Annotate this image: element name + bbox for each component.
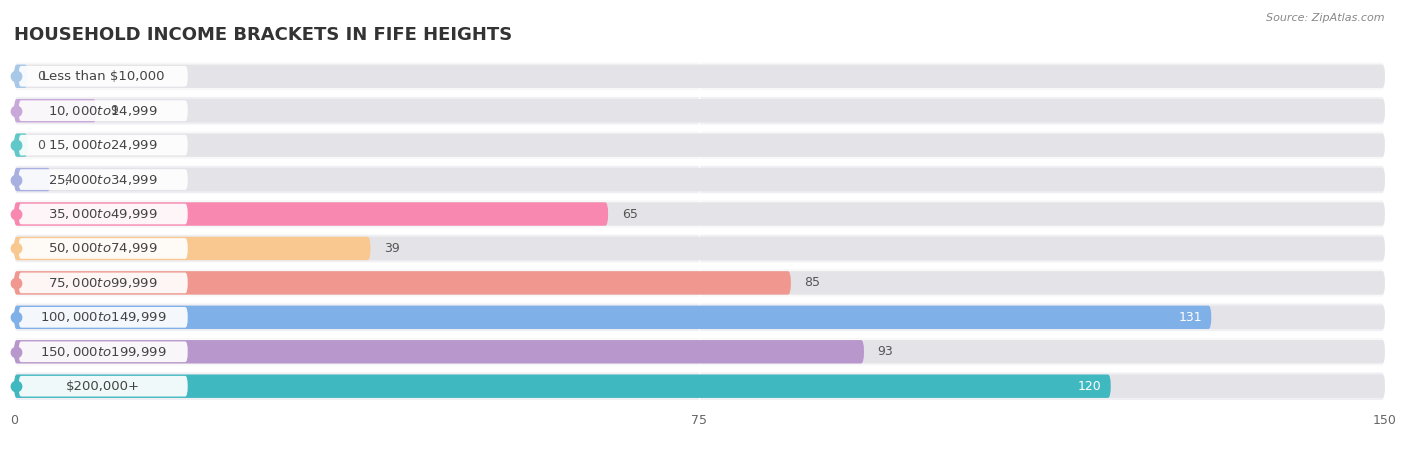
FancyBboxPatch shape <box>18 135 188 155</box>
FancyBboxPatch shape <box>14 304 1385 331</box>
Text: 0: 0 <box>37 70 45 83</box>
FancyBboxPatch shape <box>14 99 1385 123</box>
Text: 65: 65 <box>621 207 638 220</box>
Text: 131: 131 <box>1178 311 1202 324</box>
FancyBboxPatch shape <box>14 168 51 191</box>
FancyBboxPatch shape <box>14 65 28 88</box>
FancyBboxPatch shape <box>14 202 609 226</box>
FancyBboxPatch shape <box>14 372 1385 400</box>
Text: HOUSEHOLD INCOME BRACKETS IN FIFE HEIGHTS: HOUSEHOLD INCOME BRACKETS IN FIFE HEIGHT… <box>14 26 512 44</box>
FancyBboxPatch shape <box>14 271 1385 295</box>
FancyBboxPatch shape <box>14 374 1111 398</box>
FancyBboxPatch shape <box>18 341 188 362</box>
Text: 93: 93 <box>877 345 893 358</box>
FancyBboxPatch shape <box>18 307 188 328</box>
FancyBboxPatch shape <box>18 204 188 224</box>
Text: $50,000 to $74,999: $50,000 to $74,999 <box>48 242 157 255</box>
Text: 9: 9 <box>110 104 118 117</box>
Text: $25,000 to $34,999: $25,000 to $34,999 <box>48 172 157 187</box>
FancyBboxPatch shape <box>14 132 1385 159</box>
Text: 4: 4 <box>65 173 72 186</box>
FancyBboxPatch shape <box>18 169 188 190</box>
FancyBboxPatch shape <box>14 133 1385 157</box>
FancyBboxPatch shape <box>14 338 1385 365</box>
FancyBboxPatch shape <box>18 238 188 259</box>
Text: Source: ZipAtlas.com: Source: ZipAtlas.com <box>1267 13 1385 23</box>
FancyBboxPatch shape <box>14 65 1385 88</box>
Text: $75,000 to $99,999: $75,000 to $99,999 <box>48 276 157 290</box>
FancyBboxPatch shape <box>14 340 863 364</box>
FancyBboxPatch shape <box>14 97 1385 124</box>
FancyBboxPatch shape <box>18 376 188 396</box>
Text: $15,000 to $24,999: $15,000 to $24,999 <box>48 138 157 152</box>
FancyBboxPatch shape <box>14 202 1385 226</box>
FancyBboxPatch shape <box>14 306 1385 329</box>
FancyBboxPatch shape <box>14 306 1212 329</box>
Text: 120: 120 <box>1078 380 1102 393</box>
FancyBboxPatch shape <box>14 237 371 260</box>
FancyBboxPatch shape <box>14 166 1385 194</box>
FancyBboxPatch shape <box>14 99 96 123</box>
FancyBboxPatch shape <box>14 62 1385 90</box>
FancyBboxPatch shape <box>14 374 1385 398</box>
Text: Less than $10,000: Less than $10,000 <box>42 70 165 83</box>
Text: $150,000 to $199,999: $150,000 to $199,999 <box>39 345 166 359</box>
FancyBboxPatch shape <box>14 133 28 157</box>
FancyBboxPatch shape <box>14 237 1385 260</box>
Text: 39: 39 <box>384 242 399 255</box>
Text: $100,000 to $149,999: $100,000 to $149,999 <box>39 310 166 324</box>
FancyBboxPatch shape <box>14 200 1385 228</box>
Text: $200,000+: $200,000+ <box>66 380 141 393</box>
Text: $35,000 to $49,999: $35,000 to $49,999 <box>48 207 157 221</box>
FancyBboxPatch shape <box>18 66 188 87</box>
Text: 85: 85 <box>804 277 821 290</box>
Text: $10,000 to $14,999: $10,000 to $14,999 <box>48 104 157 118</box>
FancyBboxPatch shape <box>18 273 188 293</box>
FancyBboxPatch shape <box>14 168 1385 191</box>
FancyBboxPatch shape <box>14 269 1385 297</box>
FancyBboxPatch shape <box>14 340 1385 364</box>
Text: 0: 0 <box>37 139 45 152</box>
FancyBboxPatch shape <box>14 235 1385 262</box>
FancyBboxPatch shape <box>14 271 790 295</box>
FancyBboxPatch shape <box>18 101 188 121</box>
